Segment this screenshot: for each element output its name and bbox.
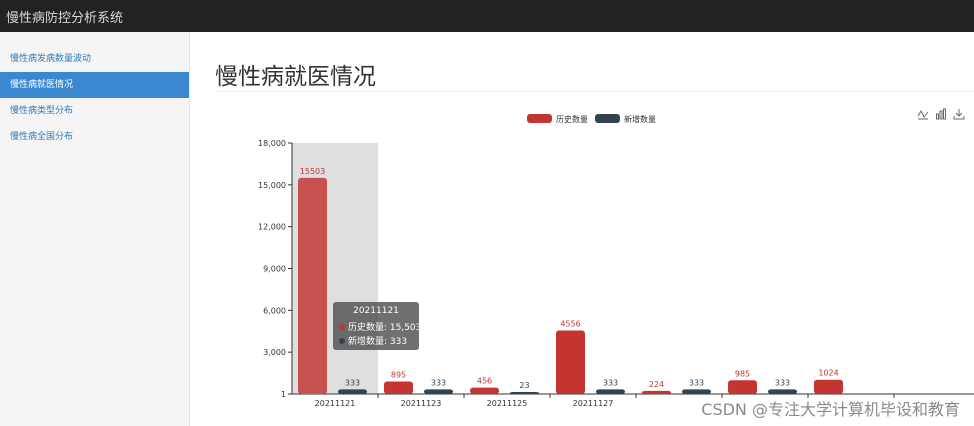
- title-divider: [215, 91, 974, 92]
- y-tick-label: 9,000: [263, 265, 286, 274]
- bar-history: [384, 381, 413, 394]
- y-tick-label: 3,000: [263, 348, 286, 357]
- bar-history: [298, 177, 327, 394]
- chart-tooltip: 20211121 历史数量: 15,503 新增数量: 333: [333, 302, 421, 350]
- top-navbar: 慢性病防控分析系统: [0, 0, 974, 32]
- legend-label: 新增数量: [624, 114, 656, 124]
- x-tick-label: 20211121: [315, 399, 356, 408]
- series-dot-icon: [339, 338, 345, 344]
- bar-value-label: 23: [519, 381, 529, 390]
- y-tick-label: 18,000: [258, 139, 286, 148]
- tooltip-new-label: 新增数量: 333: [348, 337, 408, 347]
- bar-history: [556, 330, 585, 394]
- bar-value-label: 895: [391, 371, 406, 380]
- app-title[interactable]: 慢性病防控分析系统: [6, 11, 124, 26]
- x-tick-label: 20211125: [487, 399, 528, 408]
- sidebar-item-national-distribution[interactable]: 慢性病全国分布: [10, 132, 74, 142]
- y-tick-label: 6,000: [263, 306, 286, 315]
- bar-history: [728, 380, 757, 394]
- bar-value-label: 456: [477, 377, 492, 386]
- legend-swatch: [595, 114, 620, 123]
- bar-history: [814, 379, 843, 394]
- sidebar: 慢性病发病数量波动 慢性病就医情况 慢性病类型分布 慢性病全国分布: [0, 32, 190, 426]
- bar-value-label: 224: [649, 380, 664, 389]
- bar-new: [768, 389, 797, 394]
- bar-history: [470, 387, 499, 394]
- bar-new: [510, 392, 539, 394]
- download-icon[interactable]: [953, 108, 965, 120]
- watermark: CSDN @专注大学计算机毕设和教育: [701, 400, 960, 419]
- tooltip-history-label: 历史数量: 15,503: [348, 323, 422, 333]
- bar-new: [596, 389, 625, 394]
- bar-new: [424, 389, 453, 394]
- legend-swatch: [527, 114, 552, 123]
- bar-value-label: 1024: [818, 369, 838, 378]
- y-tick-label: 15,000: [258, 181, 286, 190]
- x-tick-label: 20211123: [401, 399, 442, 408]
- tooltip-title: 20211121: [353, 306, 399, 316]
- sidebar-item-medical-visits[interactable]: 慢性病就医情况: [0, 72, 189, 98]
- bar-value-label: 4556: [560, 319, 580, 328]
- bar-history: [642, 390, 671, 394]
- sidebar-item-incidence-trend[interactable]: 慢性病发病数量波动: [10, 54, 92, 64]
- series-dot-icon: [339, 324, 345, 330]
- bar-chart-icon[interactable]: [935, 108, 947, 120]
- bar-value-label: 333: [775, 378, 790, 387]
- x-tick-label: 20211127: [573, 399, 614, 408]
- tooltip-row-new: 新增数量: 333: [339, 334, 407, 347]
- page-title: 慢性病就医情况: [215, 64, 376, 90]
- bar-value-label: 15503: [300, 167, 325, 176]
- legend-label: 历史数量: [556, 114, 588, 124]
- bar-new: [682, 389, 711, 394]
- bar-value-label: 333: [431, 378, 446, 387]
- bar-value-label: 333: [689, 378, 704, 387]
- sidebar-item-type-distribution[interactable]: 慢性病类型分布: [10, 106, 74, 116]
- bar-new: [338, 389, 367, 394]
- bar-value-label: 333: [345, 378, 360, 387]
- y-tick-label: 12,000: [258, 223, 286, 232]
- bar-value-label: 333: [603, 378, 618, 387]
- y-tick-label: 1: [281, 390, 286, 399]
- bar-value-label: 985: [735, 369, 750, 378]
- line-chart-icon[interactable]: [917, 108, 929, 120]
- tooltip-row-history: 历史数量: 15,503: [339, 320, 421, 333]
